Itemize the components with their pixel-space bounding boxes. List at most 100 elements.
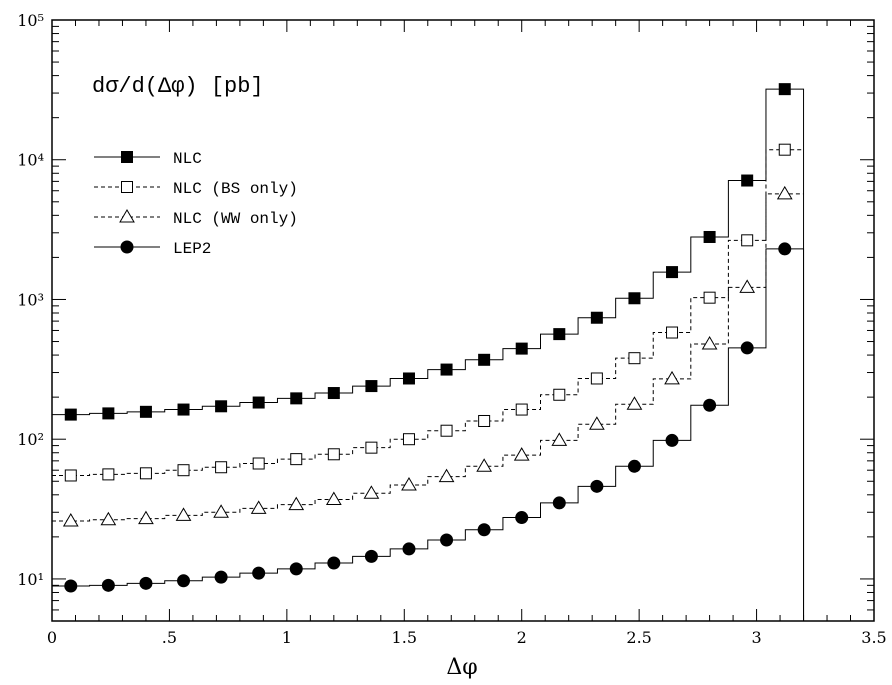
data-point xyxy=(776,185,793,200)
series-open-square xyxy=(52,143,804,482)
data-point xyxy=(627,459,641,473)
data-point xyxy=(252,396,265,409)
ticks xyxy=(51,19,875,622)
x-tick-label: .5 xyxy=(162,628,177,647)
x-tick-label: 2.5 xyxy=(626,628,651,647)
data-point xyxy=(551,432,568,446)
data-point xyxy=(664,370,680,385)
data-point xyxy=(252,566,266,580)
data-point xyxy=(252,457,265,470)
data-point xyxy=(325,491,342,506)
legend-entry: NLC (BS only) xyxy=(94,180,298,198)
data-point xyxy=(778,242,792,256)
data-point xyxy=(478,353,491,366)
data-point xyxy=(288,496,305,511)
legend-entry: NLC (WW only) xyxy=(94,209,298,228)
y-tick-label: 10⁵ xyxy=(17,11,44,30)
data-point xyxy=(741,234,754,247)
series-layer xyxy=(52,83,805,621)
data-point xyxy=(402,542,416,556)
tick-labels: 0 .5 1 1.5 2 2.5 3 3.5 10¹ 10² 10³ 10⁴ 10⁵ xyxy=(17,11,887,647)
data-point xyxy=(701,336,718,350)
legend-marker xyxy=(121,181,133,193)
data-point xyxy=(64,469,77,482)
data-point xyxy=(100,511,117,526)
data-point xyxy=(101,578,115,592)
data-point xyxy=(626,396,643,410)
data-point xyxy=(402,372,415,385)
x-tick-label: 3 xyxy=(751,628,761,647)
data-point xyxy=(290,392,303,405)
x-tick-label: 1.5 xyxy=(392,628,417,647)
data-point xyxy=(401,477,417,491)
data-point xyxy=(402,433,415,446)
data-point xyxy=(327,448,340,461)
legend-marker xyxy=(120,240,134,254)
data-point xyxy=(138,510,154,525)
y-tick-label: 10¹ xyxy=(17,570,44,589)
x-tick-label: 1 xyxy=(282,628,292,647)
x-tick-label: 0 xyxy=(47,628,57,647)
legend: NLC NLC (BS only) NLC (WW only) LEP2 xyxy=(94,150,298,258)
data-point xyxy=(588,416,605,430)
data-point xyxy=(365,441,378,454)
x-tick-label: 2 xyxy=(517,628,527,647)
data-point xyxy=(213,504,229,518)
data-point xyxy=(478,414,491,427)
data-point xyxy=(590,372,603,385)
series-open-triangle xyxy=(52,185,804,527)
data-point xyxy=(590,479,604,493)
data-point xyxy=(476,458,493,472)
data-point xyxy=(740,341,754,355)
y-tick-label: 10² xyxy=(17,430,44,449)
y-tick-label: 10³ xyxy=(17,290,44,309)
data-point xyxy=(515,342,528,355)
series-filled-circle xyxy=(52,242,805,621)
data-point xyxy=(477,523,491,537)
data-point xyxy=(177,574,191,588)
data-point xyxy=(289,562,303,576)
data-point xyxy=(666,266,679,279)
data-point xyxy=(215,400,228,413)
data-point xyxy=(102,468,115,481)
data-point xyxy=(102,407,115,420)
data-point xyxy=(553,328,566,341)
legend-label: LEP2 xyxy=(173,240,211,258)
data-point xyxy=(364,549,378,563)
data-point xyxy=(177,464,190,477)
data-point xyxy=(739,279,756,293)
data-point xyxy=(215,461,228,474)
data-point xyxy=(778,83,791,96)
data-point xyxy=(440,363,453,376)
data-point xyxy=(139,467,152,480)
data-point xyxy=(703,230,716,243)
y-tick-label: 10⁴ xyxy=(17,151,44,170)
series-line xyxy=(52,193,804,522)
data-point xyxy=(62,512,79,527)
data-point xyxy=(175,507,192,521)
legend-entry: NLC xyxy=(94,150,202,168)
data-point xyxy=(513,447,530,461)
data-point xyxy=(139,576,153,590)
series-line xyxy=(52,88,805,621)
data-point xyxy=(666,326,679,339)
data-point xyxy=(440,533,454,547)
data-point xyxy=(741,174,754,187)
data-point xyxy=(703,291,716,304)
data-point xyxy=(438,468,455,483)
data-point xyxy=(290,453,303,466)
legend-label: NLC (WW only) xyxy=(173,210,298,228)
legend-entry: LEP2 xyxy=(94,240,211,258)
data-point xyxy=(327,556,341,570)
data-point xyxy=(628,292,641,305)
data-point xyxy=(440,424,453,437)
data-point xyxy=(139,405,152,418)
x-axis-label: Δφ xyxy=(446,655,477,680)
data-point xyxy=(552,496,566,510)
data-point xyxy=(363,485,380,499)
data-point xyxy=(628,352,641,365)
data-point xyxy=(515,403,528,416)
data-point xyxy=(665,433,679,447)
data-point xyxy=(703,398,717,412)
